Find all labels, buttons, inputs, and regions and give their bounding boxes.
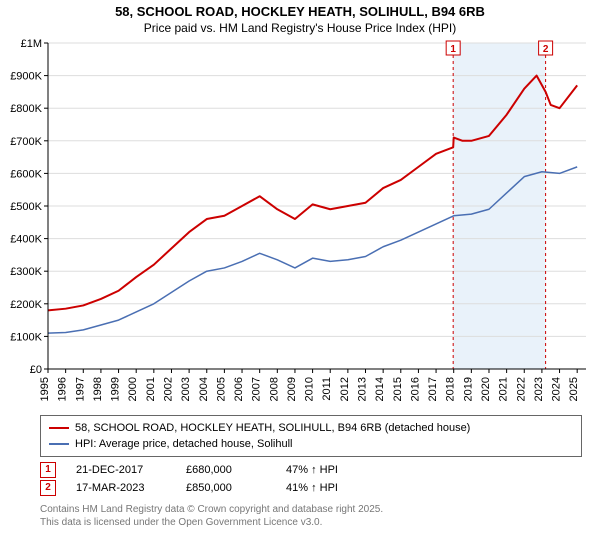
- svg-text:2021: 2021: [498, 377, 510, 401]
- price-chart: 1 2 £0 £100K £200K £300K £400K £500K £600K £700K £…: [0, 39, 600, 409]
- svg-text:2001: 2001: [145, 377, 157, 401]
- svg-text:2003: 2003: [180, 377, 192, 401]
- svg-text:2000: 2000: [127, 377, 139, 401]
- marker-date: 17-MAR-2023: [76, 479, 166, 497]
- svg-text:2005: 2005: [215, 377, 227, 401]
- table-row: 1 21-DEC-2017 £680,000 47% ↑ HPI: [40, 461, 582, 479]
- page-subtitle: Price paid vs. HM Land Registry's House …: [0, 21, 600, 35]
- marker-delta: 47% ↑ HPI: [286, 461, 338, 479]
- svg-text:2010: 2010: [304, 377, 316, 401]
- marker-badge: 1: [40, 462, 56, 478]
- svg-text:1: 1: [450, 44, 456, 55]
- marker-delta: 41% ↑ HPI: [286, 479, 338, 497]
- svg-text:2013: 2013: [357, 377, 369, 401]
- svg-text:2006: 2006: [233, 377, 245, 401]
- svg-text:1995: 1995: [39, 377, 51, 401]
- svg-text:£100K: £100K: [10, 331, 42, 343]
- marker-price: £680,000: [186, 461, 266, 479]
- legend-label: 58, SCHOOL ROAD, HOCKLEY HEATH, SOLIHULL…: [75, 420, 470, 436]
- svg-text:£800K: £800K: [10, 103, 42, 115]
- svg-text:£700K: £700K: [10, 136, 42, 148]
- legend-item: 58, SCHOOL ROAD, HOCKLEY HEATH, SOLIHULL…: [49, 420, 573, 436]
- svg-text:1998: 1998: [92, 377, 104, 401]
- table-row: 2 17-MAR-2023 £850,000 41% ↑ HPI: [40, 479, 582, 497]
- svg-text:£200K: £200K: [10, 299, 42, 311]
- marker-table: 1 21-DEC-2017 £680,000 47% ↑ HPI 2 17-MA…: [40, 461, 582, 497]
- svg-text:2022: 2022: [515, 377, 527, 401]
- svg-text:2018: 2018: [445, 377, 457, 401]
- svg-text:2019: 2019: [462, 377, 474, 401]
- svg-text:1996: 1996: [57, 377, 69, 401]
- svg-text:£500K: £500K: [10, 201, 42, 213]
- svg-text:2025: 2025: [568, 377, 580, 401]
- svg-text:2008: 2008: [268, 377, 280, 401]
- svg-text:2007: 2007: [251, 377, 263, 401]
- svg-text:2009: 2009: [286, 377, 298, 401]
- marker-price: £850,000: [186, 479, 266, 497]
- legend-item: HPI: Average price, detached house, Soli…: [49, 436, 573, 452]
- svg-text:2016: 2016: [409, 377, 421, 401]
- marker-badge: 2: [40, 480, 56, 496]
- svg-text:£300K: £300K: [10, 266, 42, 278]
- svg-text:£600K: £600K: [10, 168, 42, 180]
- svg-text:£0: £0: [30, 364, 42, 376]
- svg-text:2011: 2011: [321, 377, 333, 401]
- svg-text:1999: 1999: [110, 377, 122, 401]
- svg-text:2015: 2015: [392, 377, 404, 401]
- page-title: 58, SCHOOL ROAD, HOCKLEY HEATH, SOLIHULL…: [0, 4, 600, 19]
- svg-text:£900K: £900K: [10, 71, 42, 83]
- legend-swatch: [49, 427, 69, 429]
- legend-label: HPI: Average price, detached house, Soli…: [75, 436, 293, 452]
- legend-swatch: [49, 443, 69, 445]
- svg-text:2014: 2014: [374, 377, 386, 401]
- svg-text:2002: 2002: [162, 377, 174, 401]
- svg-text:2023: 2023: [533, 377, 545, 401]
- svg-text:1997: 1997: [74, 377, 86, 401]
- footer-line: Contains HM Land Registry data © Crown c…: [40, 503, 582, 516]
- svg-text:£1M: £1M: [21, 39, 42, 50]
- svg-text:2012: 2012: [339, 377, 351, 401]
- footer-line: This data is licensed under the Open Gov…: [40, 516, 582, 529]
- svg-text:2: 2: [543, 44, 549, 55]
- footer: Contains HM Land Registry data © Crown c…: [40, 503, 582, 529]
- svg-text:2024: 2024: [551, 377, 563, 401]
- svg-text:2004: 2004: [198, 377, 210, 401]
- svg-text:£400K: £400K: [10, 234, 42, 246]
- svg-text:2017: 2017: [427, 377, 439, 401]
- marker-date: 21-DEC-2017: [76, 461, 166, 479]
- legend: 58, SCHOOL ROAD, HOCKLEY HEATH, SOLIHULL…: [40, 415, 582, 457]
- svg-text:2020: 2020: [480, 377, 492, 401]
